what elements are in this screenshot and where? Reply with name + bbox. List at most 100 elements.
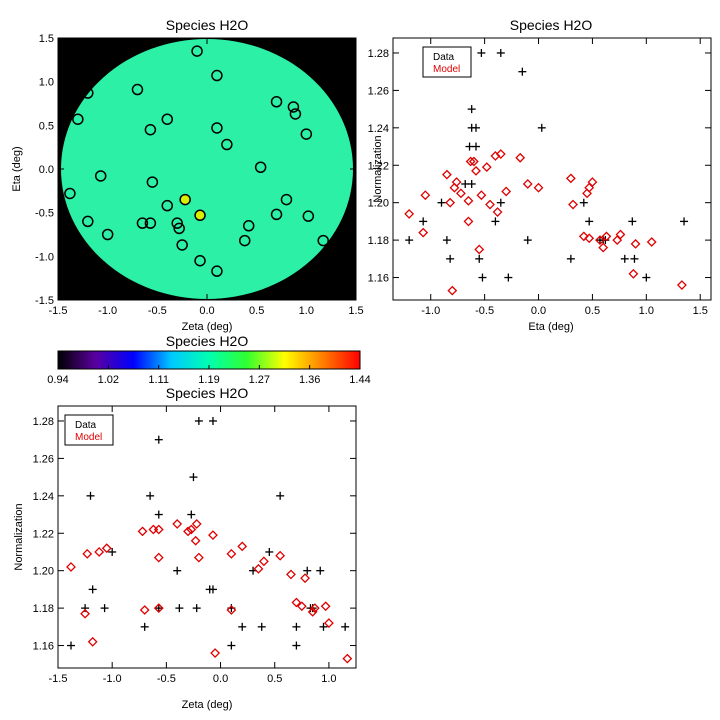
zeta-plot-data-marker <box>319 622 328 631</box>
eta-plot-model-marker <box>646 237 657 247</box>
map-point-marker <box>287 101 300 113</box>
zeta-plot-model-marker <box>307 606 318 617</box>
zeta-plot-model-marker <box>87 636 98 647</box>
colorbar-tick-label: 1.02 <box>98 374 119 386</box>
map-point-marker <box>317 234 329 247</box>
zeta-plot-data-marker <box>187 510 196 519</box>
colorbar-tick-label: 0.94 <box>47 374 68 386</box>
eta-plot-model-marker <box>598 242 609 253</box>
eta-plot-model-marker <box>595 235 605 246</box>
map-x-tick-label: 0.5 <box>249 305 264 317</box>
eta-plot-legend-model: Model <box>433 64 460 75</box>
eta-plot-data-marker <box>620 254 629 263</box>
eta-plot-model-marker <box>476 190 487 201</box>
zeta-plot-data-marker <box>88 585 97 594</box>
map-y-tick-label: 1.0 <box>39 77 54 89</box>
zeta-plot-y-ticks: 1.16 1.18 1.20 1.22 1.24 1.26 1.28 <box>33 416 356 653</box>
zeta-plot-title: Species H2O <box>166 385 249 401</box>
eta-plot-x-tick-label: 0.5 <box>585 305 600 317</box>
map-point-marker <box>64 187 76 200</box>
map-point-marker <box>194 254 206 267</box>
eta-plot-model-marker <box>420 190 431 201</box>
eta-plot-data-marker <box>537 123 546 132</box>
colorbar-panel: Species H2O 0.94 1.02 1.11 1.19 1.27 1.36 1.44 <box>47 333 370 386</box>
map-point-marker <box>300 128 313 140</box>
zeta-plot-model-marker <box>258 556 269 567</box>
zeta-plot-model-series <box>66 518 353 664</box>
eta-plot-data-marker <box>518 67 527 76</box>
eta-plot-model-marker <box>485 199 495 210</box>
zeta-plot-data-marker <box>108 547 117 556</box>
map-x-tick-label: -1.0 <box>98 305 117 317</box>
zeta-plot-data-marker <box>175 604 184 613</box>
map-x-tick-label: 0.0 <box>199 305 214 317</box>
zeta-plot-model-marker <box>186 524 197 535</box>
map-point-marker <box>161 199 174 212</box>
zeta-plot-x-tick-label: 0.0 <box>213 673 228 685</box>
eta-plot-model-marker <box>468 156 479 167</box>
zeta-plot-y-tick-label: 1.18 <box>33 603 54 615</box>
zeta-plot-model-marker <box>208 530 218 541</box>
eta-plot-data-marker <box>566 254 575 263</box>
zeta-plot-x-tick-label: 1.0 <box>321 673 336 685</box>
eta-plot-x-tick-label: -0.5 <box>475 305 494 317</box>
zeta-plot-x-tick-label: -0.5 <box>157 673 176 685</box>
zeta-plot-x-ticks: -1.5 -1.0 -0.5 0.0 0.5 1.0 <box>49 406 337 685</box>
zeta-plot-y-tick-label: 1.20 <box>33 566 54 578</box>
map-point-marker <box>179 193 191 206</box>
eta-plot-data-marker <box>419 217 428 226</box>
zeta-plot-frame <box>57 405 357 669</box>
eta-plot-data-marker <box>642 273 651 282</box>
eta-plot-model-marker <box>628 268 639 279</box>
zeta-plot-model-marker <box>286 569 296 580</box>
eta-plot-data-marker <box>467 105 476 114</box>
eta-plot-y-tick-label: 1.18 <box>368 235 389 247</box>
eta-plot-data-marker <box>496 198 505 207</box>
zeta-plot-model-marker <box>153 603 164 614</box>
eta-plot-model-marker <box>404 208 415 219</box>
map-panel: Species H2O -1.5 -1.0 -0.5 0.0 0.5 1.0 1.5 -1.… <box>11 17 364 333</box>
zeta-plot-x-tick-label: -1.5 <box>49 673 68 685</box>
eta-plot-model-marker <box>465 156 476 167</box>
eta-plot-model-marker <box>584 233 595 244</box>
map-x-label: Zeta (deg) <box>182 321 233 333</box>
eta-plot-data-marker <box>472 142 481 151</box>
eta-plot-model-marker <box>463 216 474 227</box>
colorbar-tick-label: 1.11 <box>148 374 169 386</box>
zeta-plot-data-marker <box>192 604 201 613</box>
zeta-plot-data-marker <box>81 604 90 613</box>
zeta-plot-data-marker <box>265 547 274 556</box>
zeta-plot-model-marker <box>291 597 302 608</box>
map-x-tick-label: -0.5 <box>148 305 167 317</box>
eta-plot-data-marker <box>467 179 476 188</box>
eta-plot-model-marker <box>676 280 687 290</box>
zeta-plot-model-marker <box>137 526 148 537</box>
eta-plot-model-marker <box>630 238 641 249</box>
eta-plot-y-tick-label: 1.20 <box>368 198 389 210</box>
eta-plot-model-marker <box>533 182 544 193</box>
zeta-plot-model-marker <box>237 541 248 552</box>
eta-plot-data-marker <box>446 254 455 263</box>
map-point-marker <box>136 217 149 229</box>
eta-plot-model-marker <box>578 231 589 242</box>
zeta-plot-data-marker <box>140 622 149 631</box>
eta-plot-data-series <box>405 48 689 282</box>
eta-plot-y-label: Normalization <box>372 135 384 202</box>
eta-plot-y-tick-label: 1.22 <box>368 160 389 172</box>
map-point-marker <box>144 217 157 229</box>
map-point-marker <box>270 208 283 221</box>
eta-plot-model-marker <box>441 169 452 180</box>
map-field-disc <box>61 39 353 299</box>
eta-plot-data-marker <box>475 254 484 263</box>
map-x-tick-label: -1.5 <box>49 305 68 317</box>
zeta-plot-data-marker <box>303 566 312 575</box>
map-point-marker <box>173 222 185 235</box>
map-x-ticks: -1.5 -1.0 -0.5 0.0 0.5 1.0 1.5 <box>49 38 364 317</box>
zeta-plot-data-marker <box>208 585 217 594</box>
zeta-plot-model-marker <box>226 548 237 559</box>
zeta-plot-legend: Data Model <box>64 414 114 446</box>
map-point-marker <box>289 108 302 120</box>
zeta-plot-data-marker <box>67 641 76 650</box>
zeta-plot-model-marker <box>275 550 286 561</box>
map-y-tick-label: 0.0 <box>39 164 54 176</box>
